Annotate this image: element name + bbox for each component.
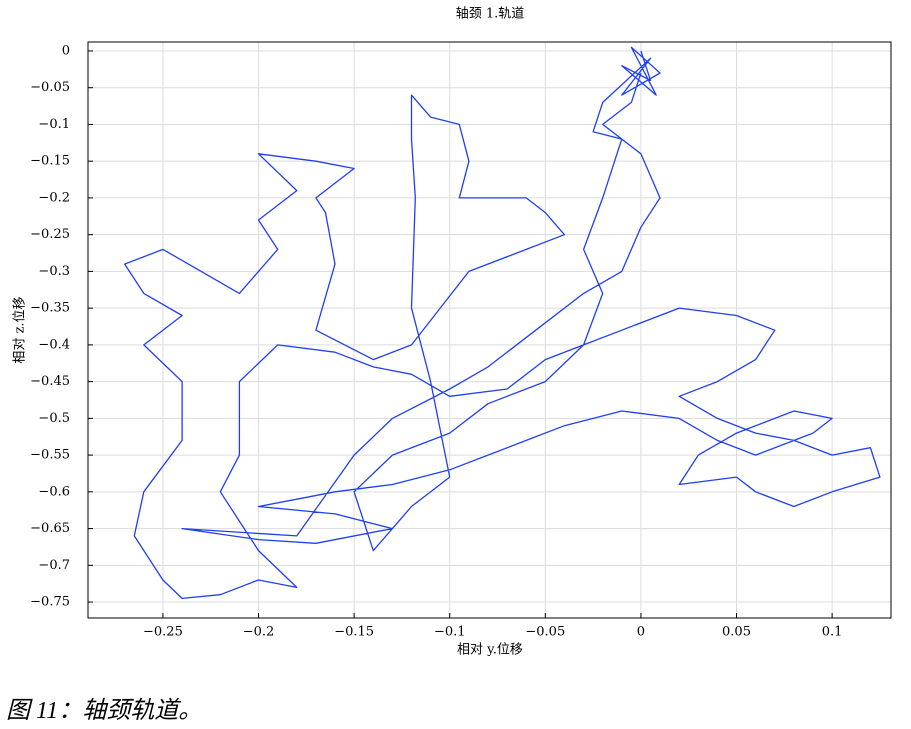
y-tick-label: −0.2 <box>38 190 70 205</box>
trajectory-line <box>124 46 881 600</box>
x-tick-label: −0.05 <box>525 625 565 640</box>
x-axis-label: 相对 y.位移 <box>457 643 523 658</box>
x-tick-label: 0.05 <box>722 625 751 640</box>
y-tick-label: −0.7 <box>38 558 70 573</box>
y-tick-label: −0.55 <box>30 448 70 463</box>
chart-title: 轴颈 1.轨道 <box>456 7 525 22</box>
y-tick-label: −0.1 <box>38 117 70 132</box>
y-tick-label: 0 <box>62 43 70 58</box>
x-tick-label: −0.15 <box>334 625 374 640</box>
x-tick-label: −0.2 <box>243 625 275 640</box>
y-tick-label: −0.05 <box>30 80 70 95</box>
plot-frame <box>87 41 892 619</box>
y-tick-label: −0.35 <box>30 301 70 316</box>
y-axis-label: 相对 z.位移 <box>13 296 28 363</box>
y-tick-label: −0.6 <box>38 484 70 499</box>
x-tick-label: 0 <box>637 625 645 640</box>
y-tick-label: −0.65 <box>30 521 70 536</box>
x-tick-label: 0.1 <box>822 625 843 640</box>
caption: 图 11：轴颈轨道。 <box>6 698 203 724</box>
y-tick-label: −0.75 <box>30 595 70 610</box>
y-tick-label: −0.4 <box>38 337 70 352</box>
y-tick-label: −0.15 <box>30 154 70 169</box>
chart: 轴颈 1.轨道 相对 y.位移 相对 z.位移 −0.25 −0.2 −0.15 −0… <box>13 7 892 658</box>
y-tick-label: −0.45 <box>30 374 70 389</box>
x-tick-label: −0.1 <box>434 625 466 640</box>
y-tick-label: −0.25 <box>30 227 70 242</box>
y-tick-label: −0.5 <box>38 411 70 426</box>
x-tick-label: −0.25 <box>143 625 183 640</box>
y-tick-label: −0.3 <box>38 264 70 279</box>
